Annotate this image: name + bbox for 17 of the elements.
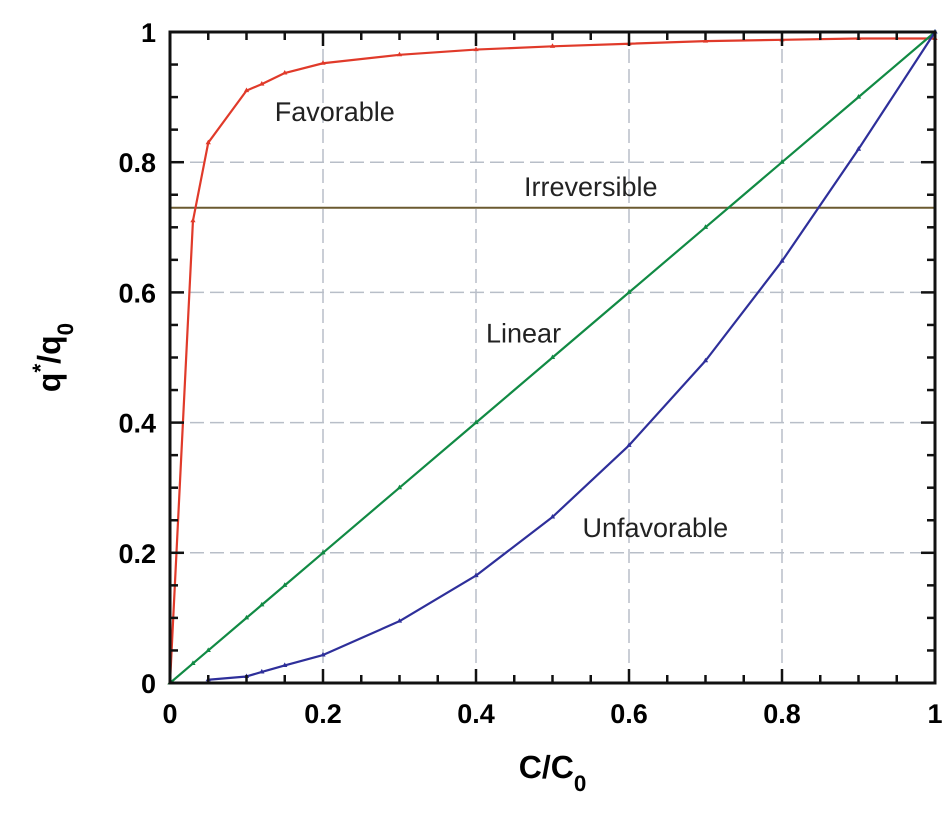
y-tick-label: 0.4 [118,408,156,439]
y-tick-label: 0.8 [118,148,156,178]
x-tick-label: 0.4 [457,699,495,729]
x-tick-label: 1 [927,699,943,729]
y-tick-label: 0 [140,669,156,699]
y-tick-label: 1 [140,18,156,48]
x-tick-label: 0.8 [763,699,801,729]
ref-line-label: Irreversible [524,172,658,202]
x-tick-label: 0 [162,699,178,729]
x-tick-label: 0.6 [610,699,648,729]
annotation: Unfavorable [582,512,728,543]
y-tick-label: 0.6 [118,278,156,308]
x-axis-title: C/C$_{0}$ [518,749,586,796]
annotation: Linear [486,318,562,349]
annotation: Favorable [274,97,395,128]
y-tick-label: 0.2 [118,538,156,569]
x-tick-label: 0.2 [304,699,342,729]
